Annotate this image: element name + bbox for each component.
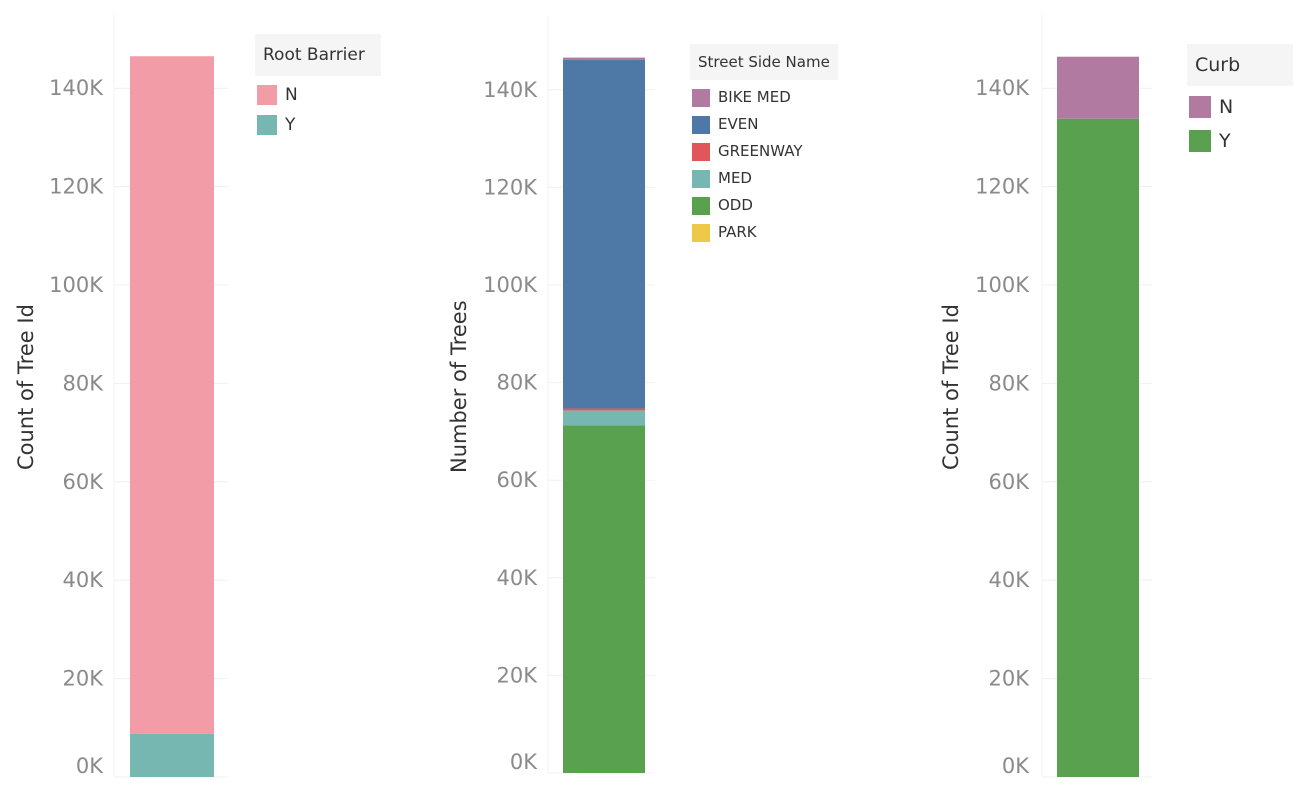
legend-item[interactable]: Y [1187,124,1293,158]
legend-swatch [1189,130,1211,152]
y-tick-label: 100K [49,273,104,297]
y-tick-label: 80K [989,371,1031,395]
legend-label: PARK [718,223,757,241]
y-tick-label: 60K [497,468,539,492]
y-tick-label: 120K [483,175,538,199]
legend-swatch [692,196,710,215]
y-tick-label: 40K [497,566,539,590]
bar-segment-even[interactable] [563,60,645,409]
legend-item[interactable]: N [255,80,381,110]
legend: Street Side Name BIKE MED EVEN GREENWAY MED… [690,44,838,246]
legend-item[interactable]: PARK [690,219,838,246]
y-tick-label: 100K [975,273,1030,297]
y-tick-label: 0K [510,750,538,774]
y-tick-label: 80K [497,371,539,395]
bar-segment-bike-med[interactable] [563,57,645,61]
y-tick-label: 140K [483,78,538,102]
y-tick-label: 80K [63,371,105,395]
bar-segment-odd[interactable] [563,425,645,773]
street-side-chart: 0K 20K 40K 60K 80K 100K 120K 140K Number of Tre… [447,16,838,774]
y-tick-label: 20K [989,667,1031,691]
legend-swatch [692,142,710,161]
legend-label: ODD [718,196,753,214]
y-tick-label: 100K [483,273,538,297]
root-barrier-chart: 0K 20K 40K 60K 80K 100K 120K 140K Count of Tree… [0,0,420,802]
y-tick-label: 0K [76,754,104,778]
legend-item[interactable]: EVEN [690,111,838,138]
y-tick-label: 120K [49,175,104,199]
bar-segment-y[interactable] [1057,118,1139,778]
legend-label: EVEN [718,115,759,133]
legend-item[interactable]: GREENWAY [690,138,838,165]
legend-label: Y [285,115,296,135]
y-tick-label: 20K [497,663,539,687]
legend-items: BIKE MED EVEN GREENWAY MED ODD PARK [690,80,838,246]
y-axis-label: Count of Tree Id [939,304,963,470]
bar-segment-med[interactable] [563,410,645,426]
street-side-plot: 0K 20K 40K 60K 80K 100K 120K 140K [483,16,655,774]
legend-swatch [1189,96,1211,118]
legend-label: MED [718,169,752,187]
y-tick-label: 120K [975,175,1030,199]
legend-swatch [692,88,710,107]
legend-label: N [1219,96,1234,118]
legend-swatch [692,169,710,188]
legend-title: Curb [1187,44,1293,86]
bar-segment-greenway[interactable] [563,408,645,411]
legend-title: Root Barrier [255,34,381,76]
bar-segment-y[interactable] [130,733,214,777]
y-tick-label: 20K [63,667,105,691]
bar-segment-n[interactable] [1057,56,1139,119]
y-tick-label: 140K [49,76,104,100]
y-tick-label: 40K [989,568,1031,592]
legend-swatch [257,85,277,105]
legend-item[interactable]: BIKE MED [690,84,838,111]
legend-label: N [285,85,298,105]
y-tick-label: 60K [63,470,105,494]
legend-title: Street Side Name [690,44,838,80]
root-barrier-plot: 0K 20K 40K 60K 80K 100K 120K 140K [49,14,228,778]
legend-item[interactable]: N [1187,90,1293,124]
bar-segment-n[interactable] [130,56,214,734]
legend-swatch [257,115,277,135]
y-tick-label: 0K [1002,754,1030,778]
legend-label: GREENWAY [718,142,803,160]
legend-label: BIKE MED [718,88,791,106]
legend-swatch [692,223,710,242]
legend-item[interactable]: ODD [690,192,838,219]
y-tick-label: 60K [989,470,1031,494]
y-tick-label: 40K [63,568,105,592]
legend-item[interactable]: MED [690,165,838,192]
y-tick-label: 140K [975,76,1030,100]
legend-label: Y [1219,130,1231,152]
legend-swatch [692,115,710,134]
legend-item[interactable]: Y [255,110,381,140]
